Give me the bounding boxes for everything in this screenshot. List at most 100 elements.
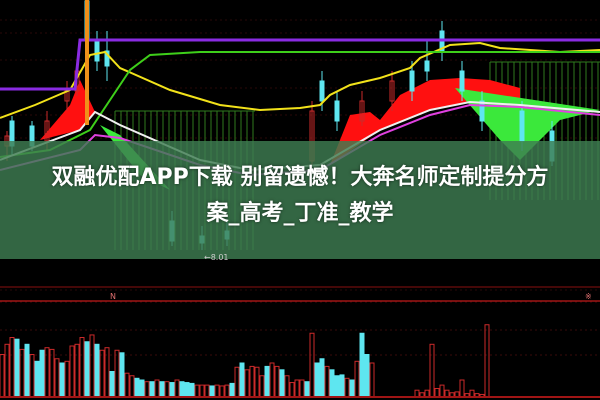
volume-bar-down: [159, 381, 165, 398]
volume-bar-up: [74, 343, 80, 398]
volume-marker-right: ※: [585, 292, 592, 301]
candle-down: [94, 40, 100, 62]
volume-bar-down: [149, 381, 155, 398]
volume-bar-up: [434, 388, 440, 398]
volume-bar-up: [429, 343, 435, 398]
volume-bar-up: [0, 354, 5, 398]
volume-bar-up: [299, 379, 305, 398]
volume-bar-up: [459, 379, 465, 398]
volume-bar-up: [9, 337, 15, 398]
volume-bar-down: [279, 369, 285, 398]
candle-down: [479, 100, 485, 122]
candle-down: [409, 70, 415, 92]
volume-bar-down: [14, 338, 20, 398]
volume-bar-up: [224, 384, 230, 398]
volume-bar-up: [284, 375, 290, 398]
volume-bar-down: [34, 360, 40, 398]
volume-bar-up: [289, 382, 295, 398]
volume-bar-down: [189, 382, 195, 398]
volume-bar-up: [154, 379, 160, 398]
volume-bar-up: [29, 354, 35, 398]
volume-bar-down: [334, 375, 340, 398]
volume-bar-down: [339, 374, 345, 398]
volume-bar-down: [39, 349, 45, 398]
volume-bar-up: [124, 372, 130, 398]
volume-bar-up: [54, 358, 60, 398]
volume-bar-up: [99, 349, 105, 398]
volume-bar-up: [414, 389, 420, 398]
volume-bar-down: [239, 362, 245, 398]
volume-bar-up: [114, 349, 120, 398]
volume-bar-down: [169, 382, 175, 398]
volume-bar-down: [84, 341, 90, 398]
volume-bar-up: [194, 384, 200, 398]
volume-bar-down: [314, 362, 320, 398]
volume-bar-up: [309, 332, 315, 398]
volume-bar-up: [249, 365, 255, 398]
volume-bar-down: [319, 358, 325, 398]
volume-bar-up: [69, 345, 75, 398]
volume-bar-up: [444, 389, 450, 398]
volume-bar-up: [324, 365, 330, 398]
volume-marker-left: N: [110, 292, 116, 301]
volume-bar-up: [199, 384, 205, 398]
headline: 双融优配APP下载 别留遗憾！大奔名师定制提分方 案_高考_丁准_教学: [0, 160, 600, 232]
volume-bar-down: [209, 385, 215, 398]
volume-bar-up: [254, 366, 260, 398]
volume-bar-up: [129, 375, 135, 398]
volume-bar-up: [274, 365, 280, 398]
volume-bar-down: [229, 382, 235, 398]
ma-line-purple: [0, 38, 600, 91]
volume-bar-up: [64, 360, 70, 398]
title-overlay-band: [0, 141, 600, 259]
volume-bar-down: [139, 379, 145, 398]
volume-bar-up: [269, 362, 275, 398]
volume-bar-up: [354, 360, 360, 398]
volume-bar-down: [349, 379, 355, 398]
volume-bar-down: [24, 343, 30, 398]
candle-down: [319, 80, 325, 102]
volume-bar-up: [144, 381, 150, 398]
candle-down: [104, 50, 110, 67]
ma-line-yellow: [0, 41, 600, 119]
volume-bar-up: [469, 389, 475, 398]
candle-up: [359, 100, 365, 122]
volume-bar-up: [89, 334, 95, 398]
volume-bar-down: [134, 377, 140, 398]
volume-bar-up: [424, 389, 430, 398]
volume-bar-up: [439, 384, 445, 398]
volume-bar-down: [329, 369, 335, 398]
headline-line-1: 双融优配APP下载 别留遗憾！大奔名师定制提分方: [51, 165, 549, 190]
volume-bar-down: [109, 371, 115, 398]
volume-bar-down: [119, 352, 125, 398]
volume-bar-down: [179, 381, 185, 398]
volume-bar-up: [214, 384, 220, 398]
spike-bar: [85, 0, 89, 125]
volume-bar-down: [359, 332, 365, 398]
volume-bar-up: [484, 324, 490, 398]
volume-bar-up: [294, 379, 300, 398]
candle-up: [389, 80, 395, 102]
volume-bar-down: [94, 343, 100, 398]
volume-bar-up: [344, 377, 350, 398]
candle-down: [334, 100, 340, 122]
headline-line-2: 案_高考_丁准_教学: [206, 201, 394, 226]
volume-bar-down: [304, 381, 310, 398]
volume-bar-up: [49, 348, 55, 398]
volume-bar-down: [364, 354, 370, 398]
candle-down: [519, 110, 525, 142]
candle-down: [459, 70, 465, 92]
candle-down: [424, 60, 430, 72]
volume-bar-up: [369, 362, 375, 398]
volume-bar-up: [164, 381, 170, 398]
volume-bar-up: [259, 375, 265, 398]
volume-bar-down: [264, 365, 270, 398]
volume-bar-up: [244, 369, 250, 398]
volume-bar-up: [4, 343, 10, 398]
volume-bar-down: [184, 382, 190, 398]
volume-bar-up: [174, 379, 180, 398]
volume-bar-up: [204, 384, 210, 398]
volume-bar-up: [79, 337, 85, 398]
volume-bar-down: [59, 362, 65, 398]
